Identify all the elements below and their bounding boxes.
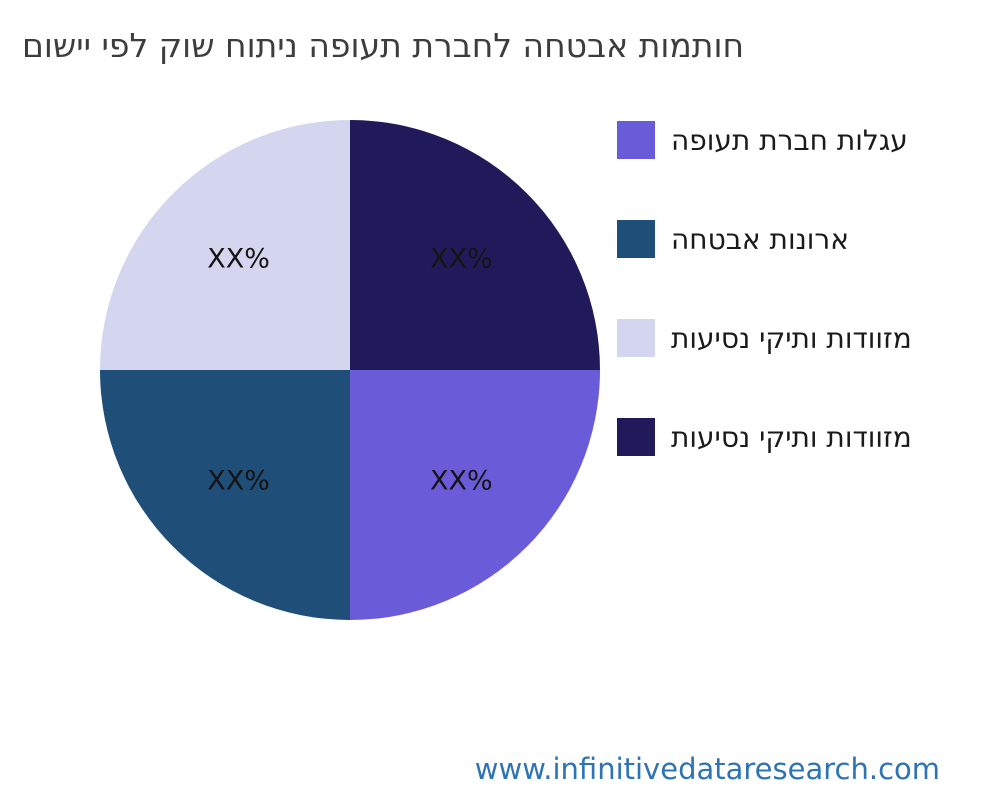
slice-percentage-label: XX% xyxy=(430,465,493,497)
legend-swatch xyxy=(617,418,655,456)
legend-swatch xyxy=(617,220,655,258)
legend-label: ארונות אבטחה xyxy=(671,222,849,256)
legend-item: ארונות אבטחה xyxy=(617,220,912,258)
legend-label: מזוודות ותיקי נסיעות xyxy=(671,420,912,454)
pie-circle xyxy=(100,120,600,620)
pie-chart: XX% XX% XX% XX% xyxy=(100,120,600,620)
legend-label: מזוודות ותיקי נסיעות xyxy=(671,321,912,355)
legend-item: עגלות חברת תעופה xyxy=(617,121,912,159)
slice-percentage-label: XX% xyxy=(207,465,270,497)
chart-title: חותמות אבטחה לחברת תעופה ניתוח שוק לפי י… xyxy=(22,26,745,65)
slice-percentage-label: XX% xyxy=(430,243,493,275)
legend: עגלות חברת תעופה ארונות אבטחה מזוודות ותיק… xyxy=(617,121,912,517)
legend-item: מזוודות ותיקי נסיעות xyxy=(617,319,912,357)
website-link: www.infinitivedataresearch.com xyxy=(474,752,940,786)
legend-item: מזוודות ותיקי נסיעות xyxy=(617,418,912,456)
legend-swatch xyxy=(617,121,655,159)
legend-label: עגלות חברת תעופה xyxy=(671,123,908,157)
legend-swatch xyxy=(617,319,655,357)
slice-percentage-label: XX% xyxy=(207,243,270,275)
